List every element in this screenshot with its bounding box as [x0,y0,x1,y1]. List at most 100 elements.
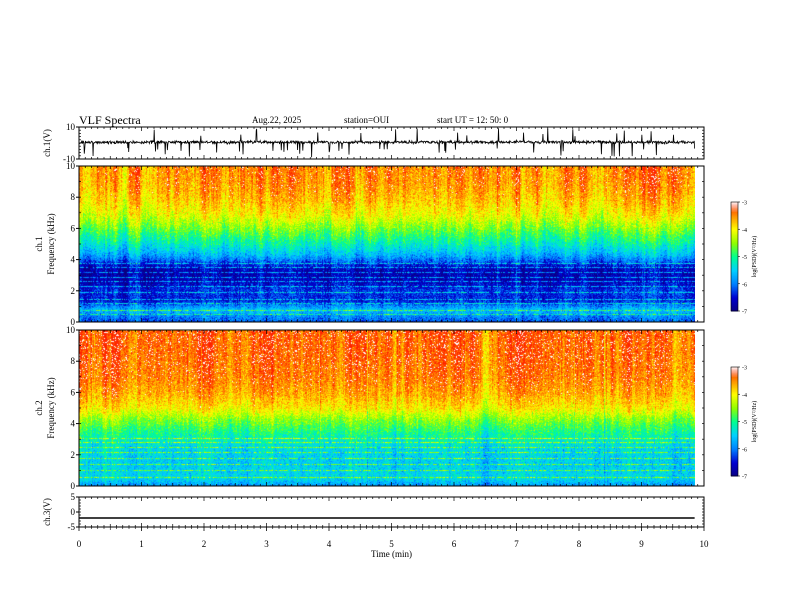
ch2-spectrogram-colorbar-cell [731,463,738,466]
date-label: Aug.22, 2025 [252,115,302,125]
ch1-spectrogram-colorbar-cell [731,260,738,263]
ch1-spectrogram-colorbar-cell [731,270,738,272]
ch2-spectrogram-channel-label: ch.2 [34,400,44,415]
ch1-spectrogram-colorbar-cell [731,214,738,217]
ch1-spectrogram-colorbar-cell [731,259,738,262]
ch2-spectrogram-colorbar-cell [731,372,738,375]
ch1-spectrogram-colorbar-cell [731,206,738,208]
ch1-spectrogram-panel: 0 2 4 6 8 10 ch.1 Frequency (kHz) [34,161,705,327]
ch2-spectrogram-colorbar-cell [731,376,738,379]
ch2-spectrogram-colorbar-cell [731,420,738,422]
ch1-spectrogram-colorbar-tick-label: -3 [742,201,747,207]
ch1-spectrogram-colorbar-tick-label: -6 [742,282,747,288]
ch2-spectrogram-colorbar-tick-label: -7 [742,475,747,481]
ch2-spectrogram-colorbar-cell [731,425,738,428]
ch2-spectrogram-colorbar-cell [731,409,738,412]
ch1-spectrogram-colorbar-cell [731,298,738,301]
station-label: station=OUI [344,115,390,125]
ch1-spectrogram-colorbar-cell [731,305,738,308]
ch1-spectrogram-colorbar-cell [731,293,738,296]
ch2-spectrogram-colorbar-cell [731,441,738,444]
ch1-spectrogram-colorbar-cell [731,248,738,251]
ch2-spectrogram-colorbar-cell [731,383,738,386]
ch1-spectrogram-colorbar-cell [731,230,738,233]
time-tick-label: 5 [389,539,394,549]
time-axis-label: Time (min) [371,549,412,559]
ch1-spectrogram-colorbar-label: log(PSD)(V²/Hz) [751,236,758,277]
ch1-spectrogram-colorbar-cell [731,286,738,289]
ch2-spectrogram-ytick-label: 8 [71,356,76,366]
ch2-spectrogram-colorbar-cell [731,433,738,436]
ch2-spectrogram-colorbar-cell [731,373,738,376]
ch1-spectrogram-colorbar-cell [731,249,738,252]
ch2-spectrogram-colorbar-cell [731,467,738,470]
ch2-spectrogram-colorbar-cell [731,456,738,459]
ch2-spectrogram-colorbar-cell [731,458,738,461]
ch2-spectrogram-panel: 0 2 4 6 8 10 ch.2 Frequency (kHz) [34,325,705,491]
ch2-spectrogram-colorbar-label: log(PSD)(V²/Hz) [751,401,758,442]
ch2-spectrogram-colorbar-cell [731,395,738,398]
ch1-spectrogram-colorbar-cell [731,304,738,307]
ch1-spectrogram-colorbar-cell [731,255,738,257]
ch2-spectrogram-colorbar-cell [731,439,738,442]
ch1-spectrogram-colorbar-cell [731,226,738,229]
ch1-spectrogram-colorbar-cell [731,308,738,311]
ch3-waveform-panel: 5 0 -5 ch.3(V) [42,492,705,532]
ch1-spectrogram-colorbar-cell [731,289,738,292]
ch1-spectrogram-colorbar-cell [731,221,738,223]
ch2-spectrogram-colorbar-cell [731,371,738,373]
ch1-spectrogram-colorbar-cell [731,264,738,267]
ch1-spectrogram-colorbar-cell [731,216,738,219]
ch1-ylabel: ch.1(V) [42,129,52,157]
ch1-spectrogram-colorbar-cell [731,268,738,271]
ch1-spectrogram-ylabel: Frequency (kHz) [46,213,56,274]
ch3-ytick-label: -5 [68,522,76,532]
ch1-spectrogram-colorbar-tick-label: -4 [742,228,747,234]
ch2-spectrogram-ytick-label: 6 [71,387,76,397]
ch2-spectrogram-colorbar-cell [731,424,738,427]
ch1-spectrogram-colorbar-cell [731,241,738,244]
ch1-colorbar: -3 -4 -5 -6 -7 log(PSD)(V²/Hz) [730,201,758,316]
ch1-spectrogram-colorbar-cell [731,233,738,236]
ch2-spectrogram-colorbar-cell [731,466,738,469]
ch1-spectrogram-colorbar-cell [731,231,738,234]
ch2-spectrogram-colorbar-cell [731,450,738,452]
ch2-spectrogram-colorbar-cell [731,422,738,425]
ch1-spectrogram-colorbar-cell [731,229,738,232]
ch1-spectrogram-ytick-label: 6 [71,223,76,233]
ch1-spectrogram-colorbar-cell [731,283,738,286]
ch2-spectrogram-colorbar-cell [731,410,738,413]
ch1-spectrogram-colorbar-cell [731,290,738,293]
ch1-spectrogram-colorbar-cell [731,203,738,206]
ch1-spectrogram-colorbar-cell [731,208,738,211]
ch1-spectrogram-colorbar-cell [731,285,738,287]
ch2-spectrogram-colorbar-cell [731,470,738,473]
ch2-spectrogram-colorbar-tick-label: -4 [742,393,747,399]
ch1-spectrogram-ytick-label: 4 [71,255,76,265]
ch2-spectrogram-colorbar-cell [731,473,738,476]
ch1-spectrogram-ytick-label: 10 [66,161,76,171]
ch2-spectrogram-colorbar-cell [731,390,738,393]
ch1-spectrogram-colorbar-cell [731,276,738,279]
ch1-spectrogram-colorbar-cell [731,263,738,266]
time-tick-label: 4 [327,539,332,549]
ch2-spectrogram-colorbar-cell [731,462,738,465]
ch2-spectrogram-colorbar-cell [731,368,738,371]
ch2-spectrogram-colorbar-cell [731,471,738,474]
time-axis: 0 1 2 3 4 5 6 7 8 9 10 Time (min) [77,527,709,559]
ch2-spectrogram-colorbar-cell [731,446,738,448]
ch2-spectrogram-colorbar-cell [731,431,738,433]
ch2-spectrogram-image [79,330,695,486]
ch1-spectrogram-colorbar-tick-label: -5 [742,255,747,261]
ch2-spectrogram-colorbar-cell [731,381,738,384]
ch2-spectrogram-colorbar-cell [731,405,738,408]
ch1-spectrogram-colorbar-cell [731,236,738,238]
ch1-spectrogram-colorbar-cell [731,218,738,221]
ch2-spectrogram-colorbar-cell [731,418,738,421]
ch1-spectrogram-colorbar-cell [731,227,738,230]
ch2-spectrogram-colorbar-cell [731,369,738,372]
ch2-spectrogram-colorbar-cell [731,401,738,403]
ch1-spectrogram-colorbar-cell [731,252,738,255]
ch2-spectrogram-colorbar-cell [731,444,738,447]
ch1-spectrogram-channel-label: ch.1 [34,236,44,251]
